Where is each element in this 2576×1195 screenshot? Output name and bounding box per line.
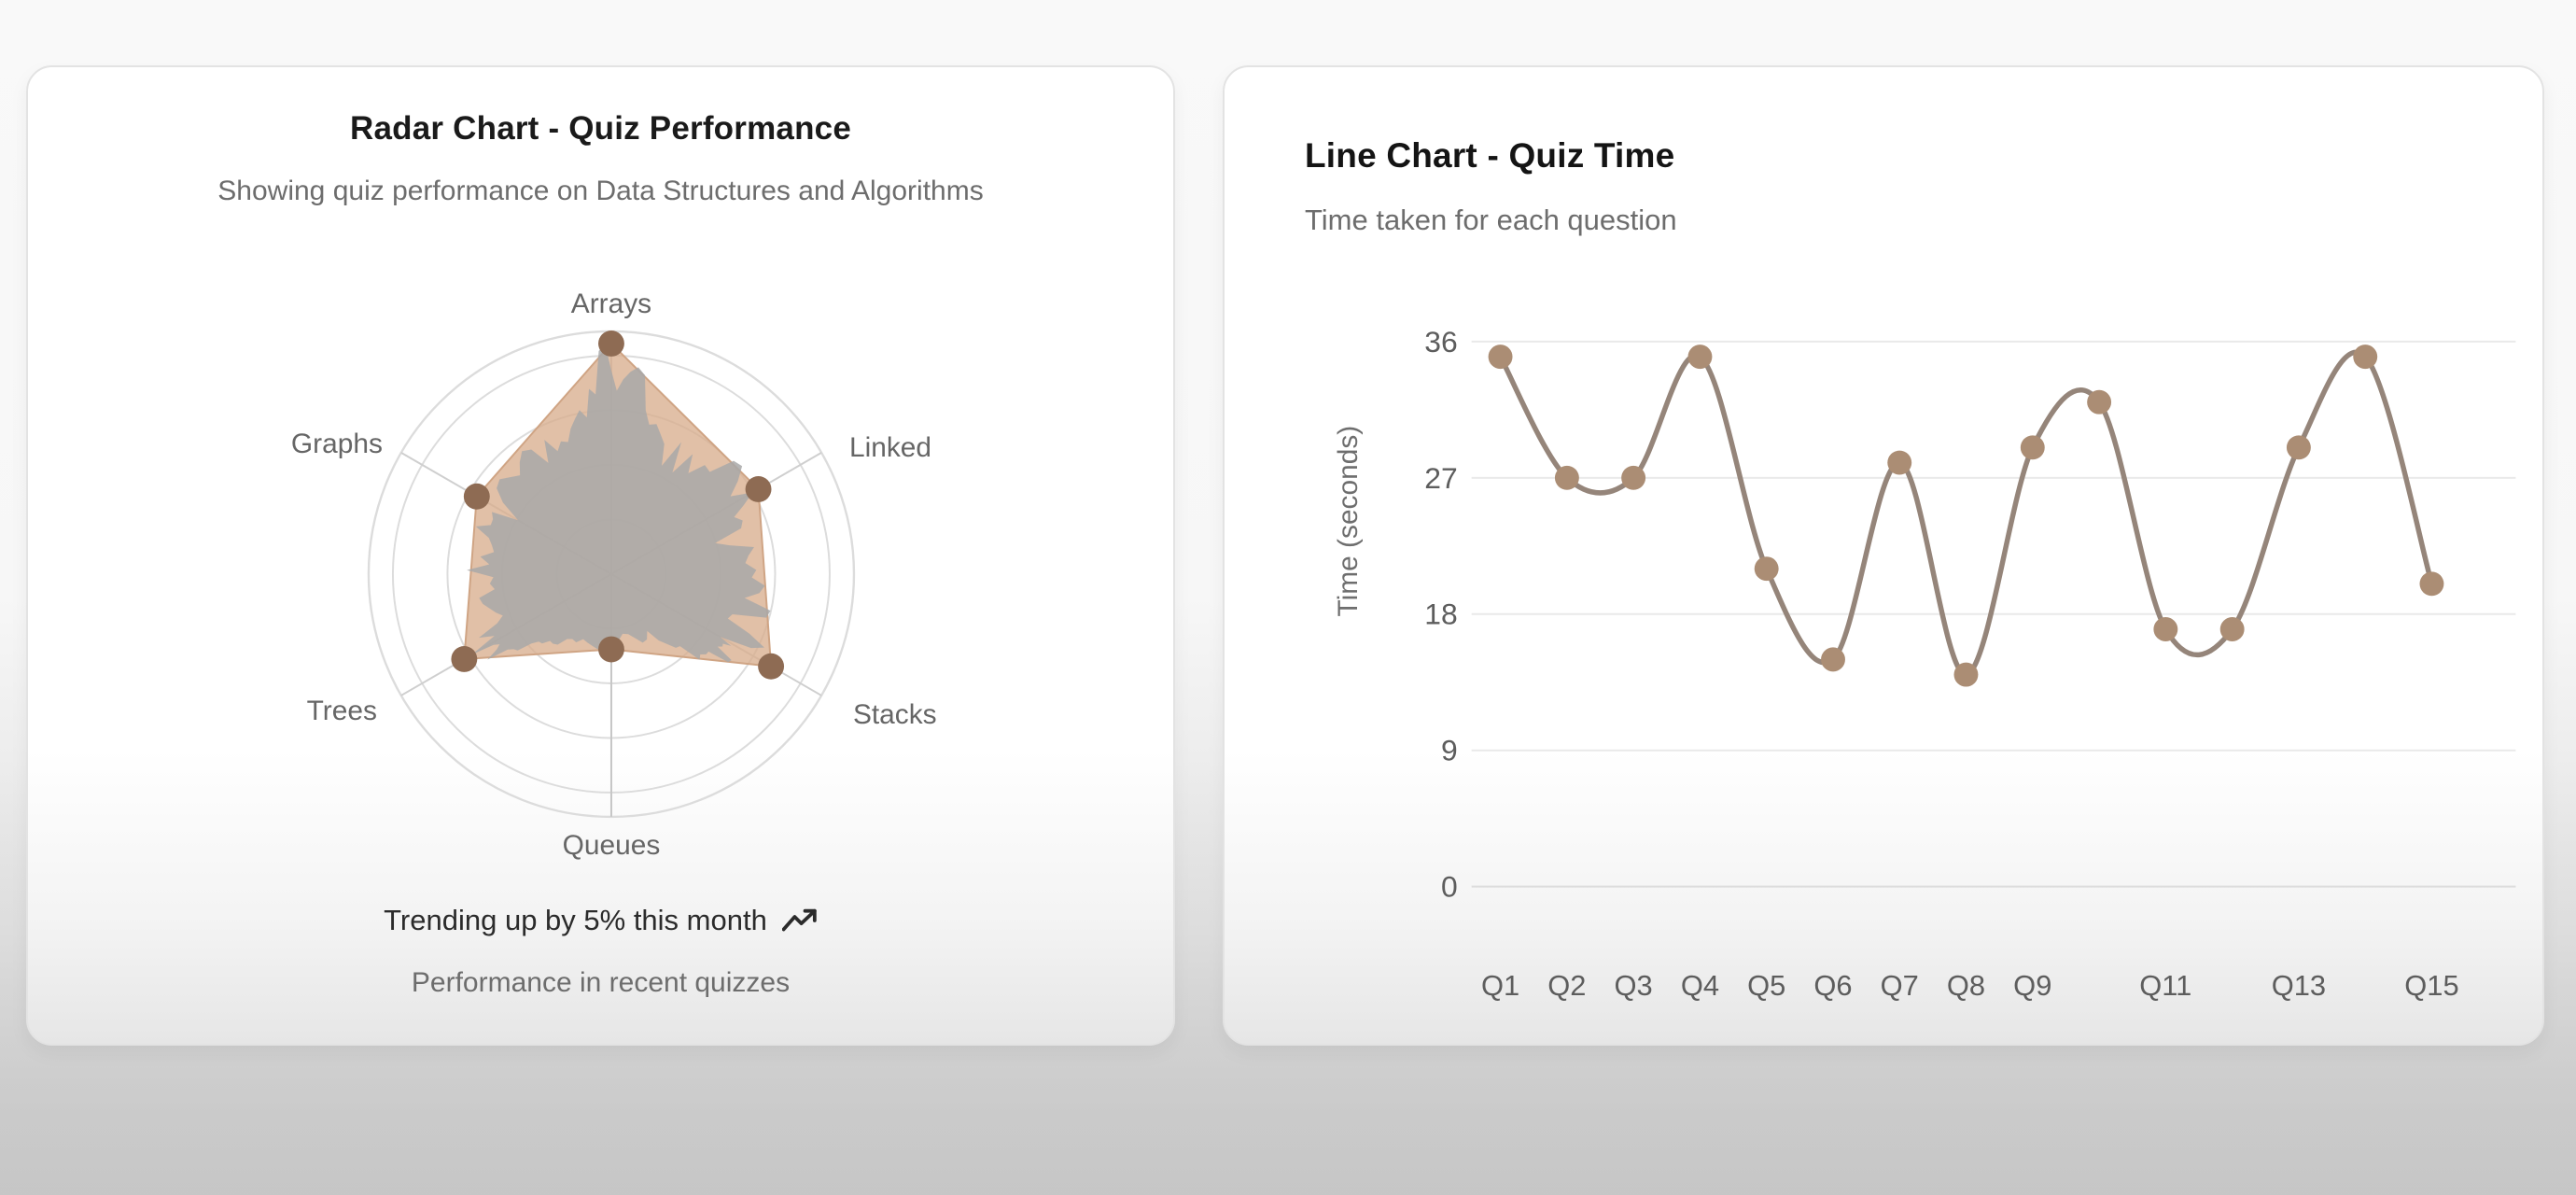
line-point-q12[interactable] <box>2219 617 2245 641</box>
trend-text: Trending up by 5% this month <box>384 904 767 936</box>
radar-axis-label-stacks: Stacks <box>853 699 937 730</box>
trend-line: Trending up by 5% this month <box>28 904 1173 937</box>
line-point-q5[interactable] <box>1754 556 1779 582</box>
radar-overlay-silhouette <box>467 344 771 663</box>
radar-card-caption: Performance in recent quizzes <box>411 967 791 998</box>
x-tick-label-q15: Q15 <box>2404 969 2458 1002</box>
line-point-q14[interactable] <box>2353 344 2378 370</box>
radar-point-stacks[interactable] <box>758 653 785 680</box>
radar-axis-label-linked: Linked <box>849 432 931 463</box>
line-point-q15[interactable] <box>2419 571 2444 597</box>
radar-card-footer: Trending up by 5% this month Performance… <box>28 904 1173 999</box>
x-tick-label-q9: Q9 <box>2013 969 2051 1002</box>
line-point-q10[interactable] <box>2087 389 2112 415</box>
x-tick-label-q6: Q6 <box>1813 969 1852 1002</box>
y-tick-label: 18 <box>1424 598 1457 631</box>
y-tick-label: 36 <box>1424 325 1457 358</box>
x-tick-label-q2: Q2 <box>1547 969 1586 1002</box>
radar-card-subtitle: Showing quiz performance on Data Structu… <box>217 176 984 206</box>
line-point-q4[interactable] <box>1687 344 1713 370</box>
y-tick-label: 9 <box>1441 734 1458 767</box>
radar-axis-label-graphs: Graphs <box>291 429 383 459</box>
line-point-q7[interactable] <box>1887 450 1912 475</box>
y-tick-label: 27 <box>1424 461 1457 495</box>
line-card: Line Chart - Quiz Time Time taken for ea… <box>1223 65 2544 1046</box>
x-tick-label-q11: Q11 <box>2139 969 2191 1002</box>
x-tick-label-q3: Q3 <box>1615 969 1653 1002</box>
x-tick-label-q8: Q8 <box>1947 969 1985 1002</box>
radar-card: Radar Chart - Quiz Performance Showing q… <box>26 65 1175 1046</box>
x-tick-label-q5: Q5 <box>1747 969 1785 1002</box>
x-tick-label-q4: Q4 <box>1681 969 1719 1002</box>
y-axis-title: Time (seconds) <box>1333 426 1364 617</box>
line-point-q6[interactable] <box>1821 647 1845 672</box>
line-point-q3[interactable] <box>1621 465 1646 490</box>
line-card-title: Line Chart - Quiz Time <box>1305 136 1675 175</box>
line-chart: 0 9 18 27 36 Time (seconds) Q1 Q2 Q3 Q4 Q5 Q6 Q7 Q8 Q9… <box>1333 325 2516 1002</box>
x-tick-label-q13: Q13 <box>2272 969 2326 1002</box>
radar-axis-label-trees: Trees <box>307 696 377 726</box>
radar-point-queues[interactable] <box>598 636 624 663</box>
trending-up-icon <box>781 908 817 932</box>
line-point-q9[interactable] <box>2020 435 2045 460</box>
line-point-q8[interactable] <box>1953 662 1979 687</box>
radar-axis-label-arrays: Arrays <box>571 288 651 319</box>
line-series-path <box>1497 349 2435 678</box>
radar-point-arrays[interactable] <box>598 330 624 357</box>
radar-card-title: Radar Chart - Quiz Performance <box>350 110 851 147</box>
x-tick-label-q1: Q1 <box>1481 969 1519 1002</box>
radar-chart: Arrays Linked Stacks Queues Trees Graphs <box>291 288 937 861</box>
x-tick-label-q7: Q7 <box>1881 969 1919 1002</box>
y-tick-label: 0 <box>1441 870 1458 904</box>
radar-point-linked[interactable] <box>745 476 772 502</box>
radar-point-graphs[interactable] <box>463 483 490 510</box>
line-point-q11[interactable] <box>2153 617 2178 641</box>
line-point-q13[interactable] <box>2286 435 2311 460</box>
line-card-subtitle: Time taken for each question <box>1305 204 1677 236</box>
line-point-q2[interactable] <box>1554 465 1579 490</box>
radar-axis-label-queues: Queues <box>563 830 661 861</box>
line-point-q1[interactable] <box>1488 344 1513 370</box>
radar-point-trees[interactable] <box>451 646 478 672</box>
